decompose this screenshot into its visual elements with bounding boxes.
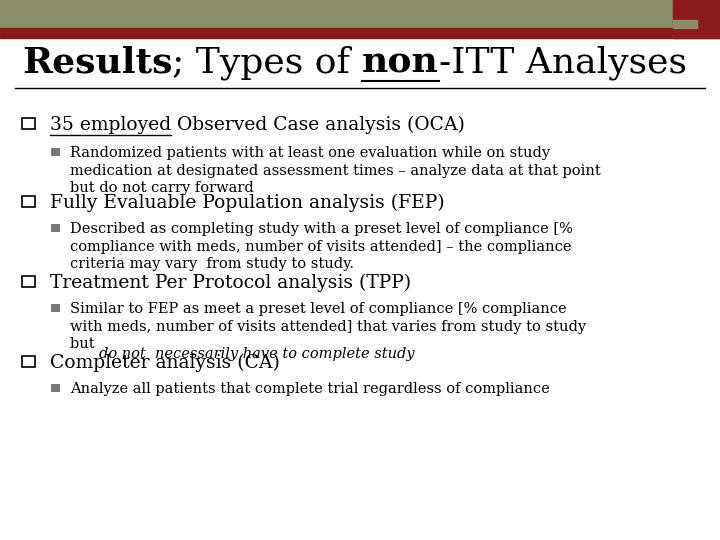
Bar xyxy=(50,384,60,392)
Text: -ITT Analyses: -ITT Analyses xyxy=(438,46,687,80)
Text: Results: Results xyxy=(22,46,173,80)
Bar xyxy=(50,148,60,156)
Text: Observed Case analysis (OCA): Observed Case analysis (OCA) xyxy=(171,116,465,134)
Text: Similar to FEP as meet a preset level of compliance [% compliance
with meds, num: Similar to FEP as meet a preset level of… xyxy=(70,302,586,352)
Text: Randomized patients with at least one evaluation while on study
medication at de: Randomized patients with at least one ev… xyxy=(70,146,600,195)
Text: but: but xyxy=(70,347,99,361)
Bar xyxy=(22,276,35,287)
Text: Described as completing study with a preset level of compliance [%
compliance wi: Described as completing study with a pre… xyxy=(70,222,573,272)
Bar xyxy=(50,224,60,232)
Text: do not  necessarily have to complete study: do not necessarily have to complete stud… xyxy=(99,347,415,361)
Bar xyxy=(0,0,673,28)
Bar xyxy=(22,118,35,129)
Text: Completer analysis (CA): Completer analysis (CA) xyxy=(50,354,280,372)
Text: Fully Evaluable Population analysis (FEP): Fully Evaluable Population analysis (FEP… xyxy=(50,194,445,212)
Bar xyxy=(50,304,60,312)
Text: non: non xyxy=(362,46,438,80)
Text: 35 employed: 35 employed xyxy=(50,116,171,134)
Bar xyxy=(22,196,35,207)
Bar xyxy=(673,0,720,38)
Bar xyxy=(673,19,697,28)
Bar xyxy=(0,28,720,38)
Text: Analyze all patients that complete trial regardless of compliance: Analyze all patients that complete trial… xyxy=(70,382,550,396)
Text: ; Types of: ; Types of xyxy=(173,46,362,80)
Bar xyxy=(22,356,35,367)
Text: Treatment Per Protocol analysis (TPP): Treatment Per Protocol analysis (TPP) xyxy=(50,274,411,292)
